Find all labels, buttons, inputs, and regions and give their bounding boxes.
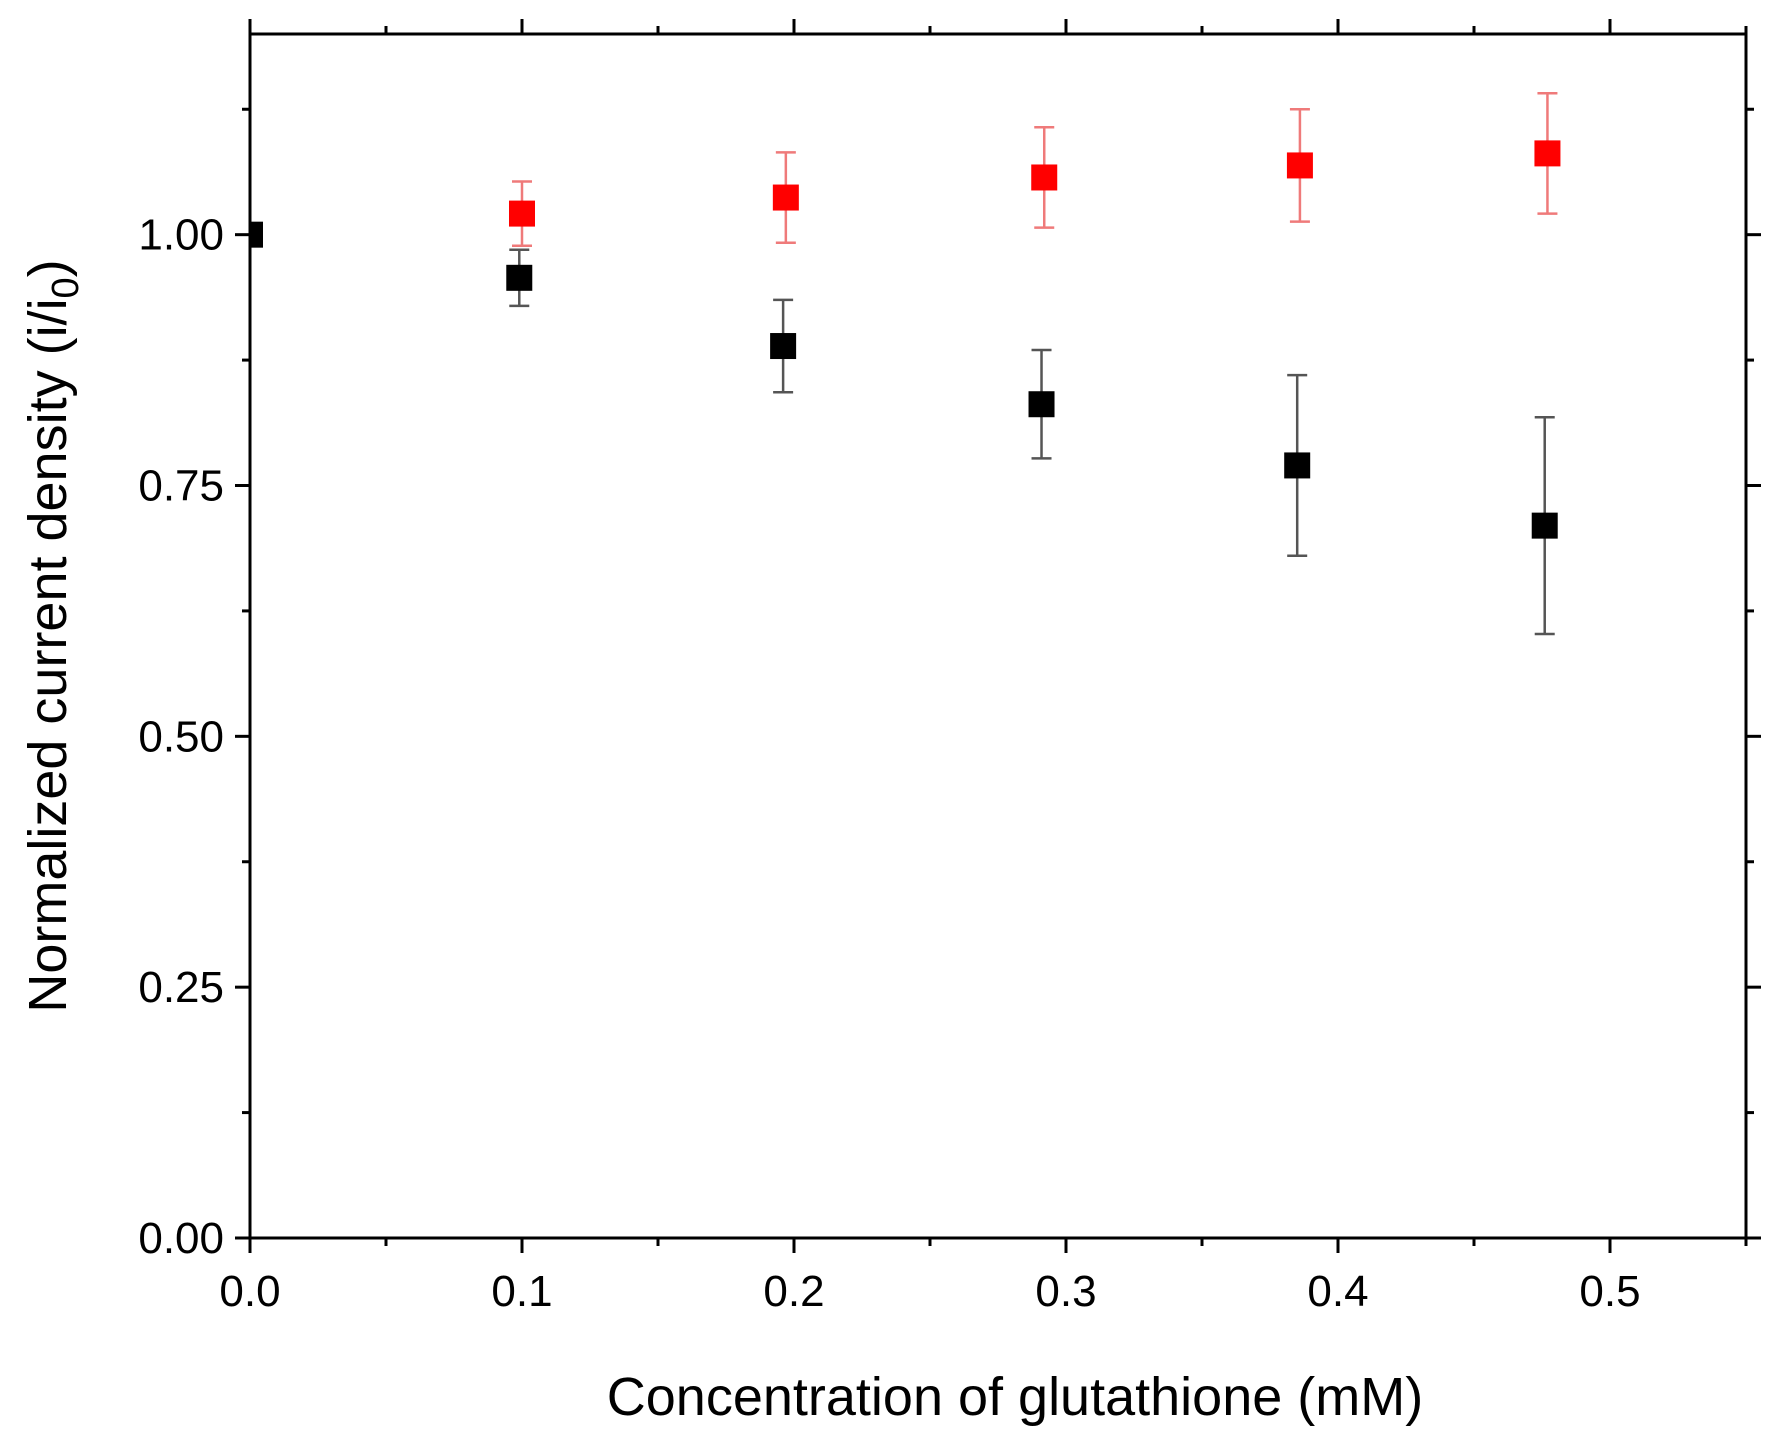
data-point-black <box>1531 512 1558 539</box>
y-tick-label: 0.75 <box>138 462 224 511</box>
data-point-black <box>1028 391 1055 418</box>
x-tick-label: 0.1 <box>491 1267 552 1316</box>
plot-frame <box>248 32 1748 1240</box>
x-tick-label: 0.5 <box>1579 1267 1640 1316</box>
data-point-black <box>250 221 263 248</box>
y-axis-title-subscript: 0 <box>45 277 87 298</box>
y-tick-label: 0.00 <box>138 1214 224 1263</box>
y-tick-label: 0.25 <box>138 963 224 1012</box>
series-group <box>250 91 1561 636</box>
data-point-black <box>506 264 533 291</box>
data-point-black <box>1284 452 1311 479</box>
y-tick-label: 1.00 <box>138 211 224 260</box>
series-red <box>509 91 1561 247</box>
data-point-red <box>1286 152 1313 179</box>
series-black <box>250 221 1558 636</box>
x-tick-label: 0.2 <box>763 1267 824 1316</box>
data-point-black <box>770 333 797 360</box>
y-axis-title-close: ) <box>18 259 78 277</box>
x-axis-title: Concentration of glutathione (mM) <box>607 1367 1423 1427</box>
data-point-red <box>509 200 535 227</box>
data-point-red <box>1534 140 1561 167</box>
y-tick-label: 0.50 <box>138 712 224 761</box>
x-tick-label: 0.3 <box>1035 1267 1096 1316</box>
y-axis-title: Normalized current density (i/i0) <box>18 259 87 1012</box>
ticks-group <box>235 19 1761 1253</box>
tick-labels-group: 0.0 0.1 0.2 0.3 0.4 0.5 0.00 0.25 0.50 0.75 1.00 <box>138 211 1640 1316</box>
data-point-red <box>772 184 799 211</box>
data-point-red <box>1031 164 1058 191</box>
y-axis-title-main: Normalized current density (i/i <box>18 298 78 1012</box>
x-tick-label: 0.4 <box>1307 1267 1368 1316</box>
x-tick-label: 0.0 <box>219 1267 280 1316</box>
plot-frame-group <box>248 32 1748 1240</box>
